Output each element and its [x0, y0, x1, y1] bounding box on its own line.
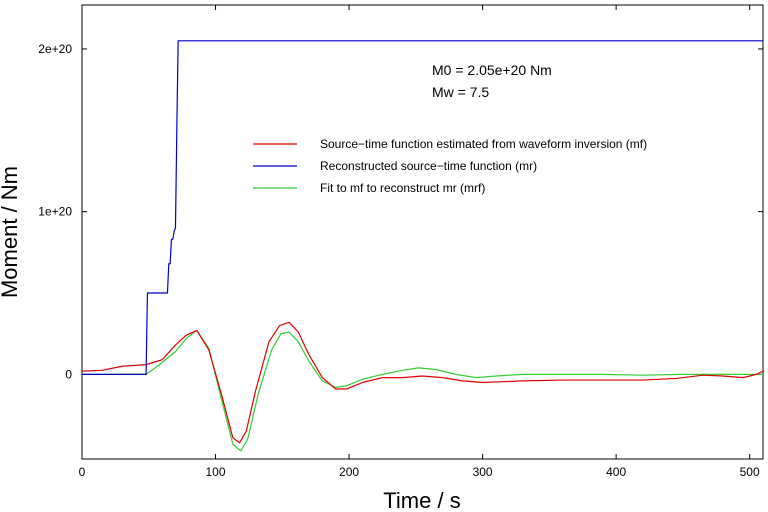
plot-area — [81, 4, 764, 460]
legend-label-mrf: Fit to mf to reconstruct mr (mrf) — [320, 181, 485, 195]
x-tick-label: 100 — [206, 465, 226, 479]
x-axis-ticks: 0 100 200 300 400 500 — [79, 5, 760, 479]
x-tick-label: 400 — [606, 465, 626, 479]
x-tick-label: 500 — [740, 465, 760, 479]
annotation-mw: Mw = 7.5 — [432, 84, 489, 100]
legend-label-mf: Source−time function estimated from wave… — [320, 137, 647, 151]
annotation-m0: M0 = 2.05e+20 Nm — [432, 62, 552, 78]
series-mr-line — [82, 40, 763, 375]
y-axis-title: Moment / Nm — [0, 166, 22, 298]
x-tick-label: 300 — [473, 465, 493, 479]
y-tick-label: 1e+20 — [38, 205, 72, 219]
legend: Source−time function estimated from wave… — [253, 137, 647, 195]
y-axis-ticks: 0 1e+20 2e+20 — [38, 42, 763, 381]
y-tick-label: 2e+20 — [38, 42, 72, 56]
x-tick-label: 200 — [339, 465, 359, 479]
y-tick-label: 0 — [65, 367, 72, 381]
x-axis-title: Time / s — [383, 488, 460, 512]
legend-label-mr: Reconstructed source−time function (mr) — [320, 159, 537, 173]
series-lines — [82, 40, 763, 452]
x-tick-label: 0 — [79, 465, 86, 479]
series-mf-line — [82, 321, 763, 444]
